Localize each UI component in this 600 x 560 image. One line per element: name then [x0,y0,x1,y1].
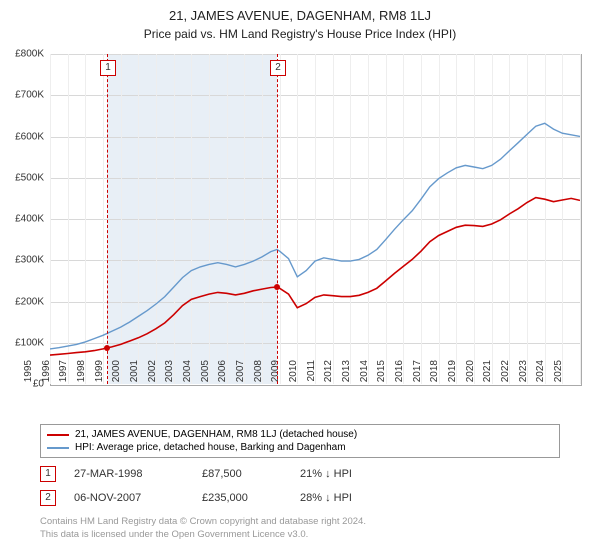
y-tick-label: £700K [15,90,44,101]
transaction-price-1: £87,500 [202,468,282,480]
transaction-date-2: 06-NOV-2007 [74,492,184,504]
legend-label-1: 21, JAMES AVENUE, DAGENHAM, RM8 1LJ (det… [75,429,357,440]
transaction-date-1: 27-MAR-1998 [74,468,184,480]
y-tick-label: £100K [15,337,44,348]
chart-title-sub: Price paid vs. HM Land Registry's House … [0,23,600,41]
chart-plot-area: £0£100K£200K£300K£400K£500K£600K£700K£80… [50,54,580,384]
y-tick-label: £400K [15,214,44,225]
marker-box-2: 2 [270,60,286,76]
marker-box-1: 1 [100,60,116,76]
legend-row-2: HPI: Average price, detached house, Bark… [47,441,553,454]
legend-swatch-1 [47,434,69,436]
y-tick-label: £800K [15,49,44,60]
legend-swatch-2 [47,447,69,449]
line-series-svg [50,54,580,384]
transaction-pct-1: 21% ↓ HPI [300,468,410,480]
footer-line-1: Contains HM Land Registry data © Crown c… [40,516,366,529]
chart-title-address: 21, JAMES AVENUE, DAGENHAM, RM8 1LJ [0,0,600,23]
legend-box: 21, JAMES AVENUE, DAGENHAM, RM8 1LJ (det… [40,424,560,458]
footer-line-2: This data is licensed under the Open Gov… [40,529,366,542]
transaction-row-1: 1 27-MAR-1998 £87,500 21% ↓ HPI [40,462,410,486]
marker-num-1: 1 [40,466,56,482]
footer-attribution: Contains HM Land Registry data © Crown c… [40,516,366,542]
legend-row-1: 21, JAMES AVENUE, DAGENHAM, RM8 1LJ (det… [47,428,553,441]
transaction-rows: 1 27-MAR-1998 £87,500 21% ↓ HPI 2 06-NOV… [40,462,410,510]
y-tick-label: £300K [15,255,44,266]
marker-num-2: 2 [40,490,56,506]
x-tick-label: 1995 [23,360,34,390]
y-tick-label: £500K [15,172,44,183]
transaction-row-2: 2 06-NOV-2007 £235,000 28% ↓ HPI [40,486,410,510]
legend-label-2: HPI: Average price, detached house, Bark… [75,442,346,453]
transaction-price-2: £235,000 [202,492,282,504]
y-tick-label: £600K [15,131,44,142]
y-tick-label: £200K [15,296,44,307]
transaction-pct-2: 28% ↓ HPI [300,492,410,504]
